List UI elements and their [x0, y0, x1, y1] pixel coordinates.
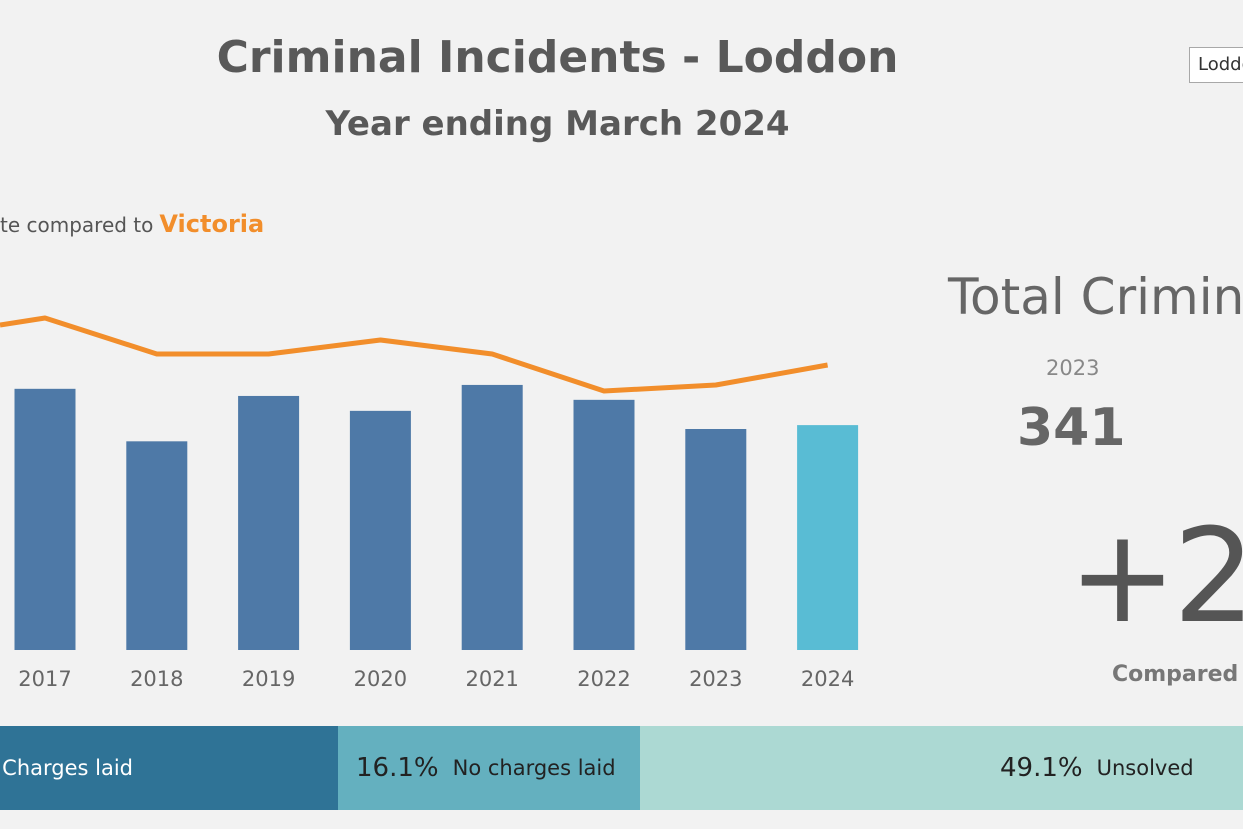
x-tick-label: 2022 — [577, 667, 630, 691]
kpi-previous-value: 341 — [1017, 398, 1126, 458]
outcome-label: No charges laid — [452, 756, 616, 780]
bar-2019[interactable] — [238, 395, 300, 650]
bar-2018[interactable] — [126, 441, 188, 650]
outcome-pct: 16.1% — [356, 753, 439, 783]
outcomes-bar: Charges laid 16.1% No charges laid 49.1%… — [0, 726, 1243, 810]
page-title: Criminal Incidents - Loddon — [216, 32, 899, 83]
bar-2024[interactable] — [797, 425, 859, 650]
outcome-pct: 49.1% — [1000, 753, 1083, 783]
kpi-previous-year: 2023 — [1046, 356, 1100, 380]
x-tick-label: 2019 — [242, 667, 295, 691]
bar-2017[interactable] — [14, 388, 76, 650]
bar-2023[interactable] — [685, 429, 747, 650]
page-subtitle: Year ending March 2024 — [325, 104, 790, 144]
x-tick-label: 2023 — [689, 667, 742, 691]
outcome-no-charges-laid[interactable]: 16.1% No charges laid — [338, 726, 640, 810]
x-tick-label: 2018 — [130, 667, 183, 691]
chart-heading-victoria: Victoria — [159, 210, 265, 238]
x-tick-label: 2017 — [18, 667, 71, 691]
chart-heading-prefix: te compared to — [0, 213, 154, 237]
region-select[interactable]: Loddon — [1189, 47, 1243, 83]
outcome-label: Unsolved — [1096, 756, 1194, 780]
x-tick-label: 2024 — [801, 667, 854, 691]
outcome-unsolved[interactable]: 49.1% Unsolved — [640, 726, 1243, 810]
bar-2020[interactable] — [349, 410, 411, 650]
kpi-title: Total Crimin — [948, 268, 1243, 326]
kpi-compared-label: Compared t — [1112, 662, 1243, 687]
outcome-charges-laid[interactable]: Charges laid — [0, 726, 338, 810]
incidents-chart: 2017 2018 2019 2020 2021 2022 2023 2024 — [0, 315, 859, 691]
bar-2021[interactable] — [461, 384, 523, 650]
x-tick-label: 2020 — [354, 667, 407, 691]
chart-heading: te compared to Victoria — [0, 210, 264, 238]
kpi-percent-change: +2. — [1068, 500, 1243, 652]
victoria-rate-line — [0, 315, 829, 394]
bar-2022[interactable] — [573, 399, 635, 650]
x-tick-label: 2021 — [465, 667, 518, 691]
outcome-label: Charges laid — [2, 756, 133, 780]
